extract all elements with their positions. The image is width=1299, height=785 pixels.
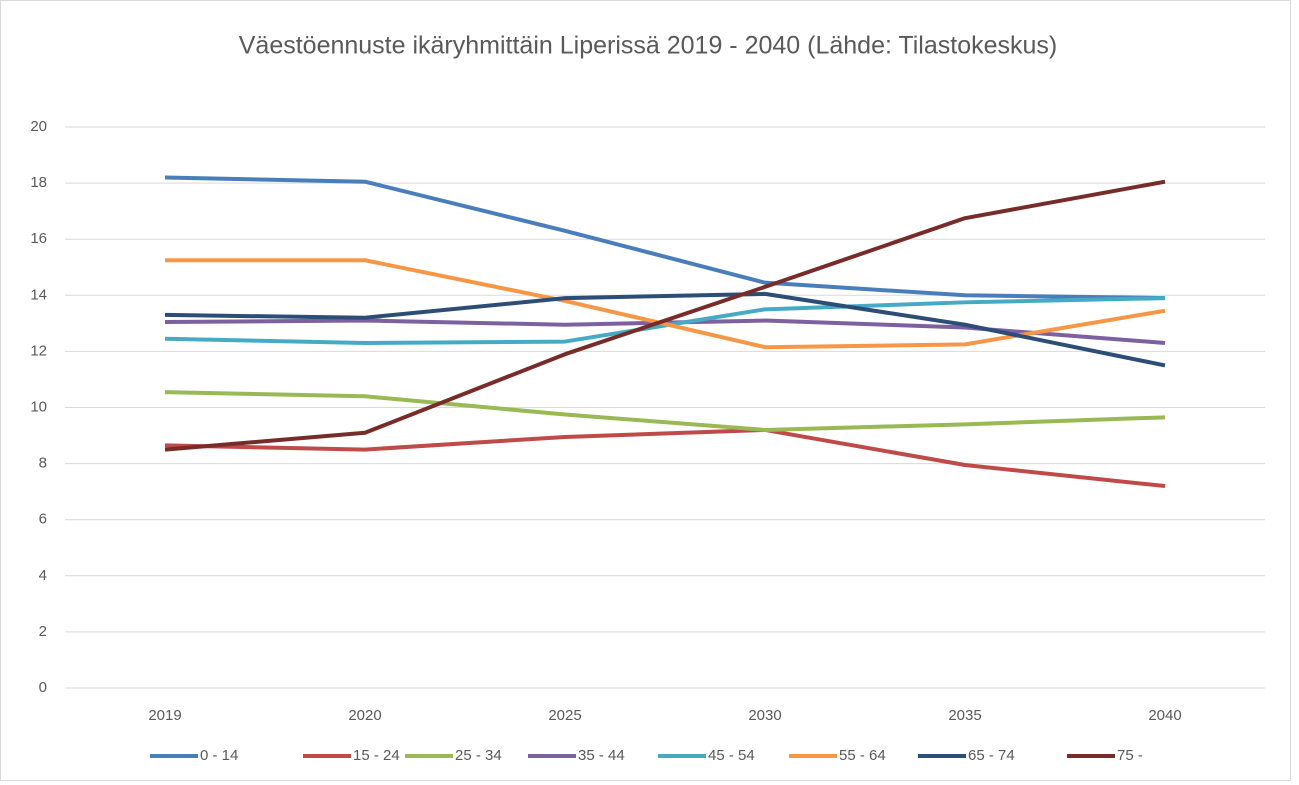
legend-label: 25 - 34 (455, 747, 502, 764)
y-tick-label: 14 (30, 286, 47, 303)
y-tick-label: 20 (30, 118, 47, 135)
legend-label: 35 - 44 (578, 747, 625, 764)
y-tick-label: 4 (39, 567, 47, 584)
series-line (165, 258, 1166, 350)
y-tick-label: 18 (30, 174, 47, 191)
series-line (164, 427, 1166, 489)
series-line (164, 175, 1166, 301)
x-tick-label: 2035 (948, 707, 981, 724)
legend-label: 65 - 74 (968, 747, 1015, 764)
y-tick-label: 6 (39, 511, 47, 528)
y-tick-label: 10 (30, 398, 47, 415)
y-tick-label: 8 (39, 455, 47, 472)
legend-label: 0 - 14 (200, 747, 238, 764)
series-line (164, 390, 1166, 432)
series-line (164, 291, 1166, 368)
x-tick-label: 2019 (148, 707, 181, 724)
legend-label: 15 - 24 (353, 747, 400, 764)
x-tick-label: 2030 (748, 707, 781, 724)
chart-title: Väestöennuste ikäryhmittäin Liperissä 20… (239, 32, 1058, 60)
x-tick-label: 2025 (548, 707, 581, 724)
x-tick-label: 2040 (1148, 707, 1181, 724)
legend-label: 45 - 54 (708, 747, 755, 764)
y-tick-label: 12 (30, 342, 47, 359)
legend-label: 75 - (1117, 747, 1143, 764)
y-tick-label: 16 (30, 230, 47, 247)
legend-label: 55 - 64 (839, 747, 886, 764)
x-tick-label: 2020 (348, 707, 381, 724)
y-tick-label: 2 (39, 623, 47, 640)
y-tick-label: 0 (39, 679, 47, 696)
series-line (164, 179, 1166, 452)
